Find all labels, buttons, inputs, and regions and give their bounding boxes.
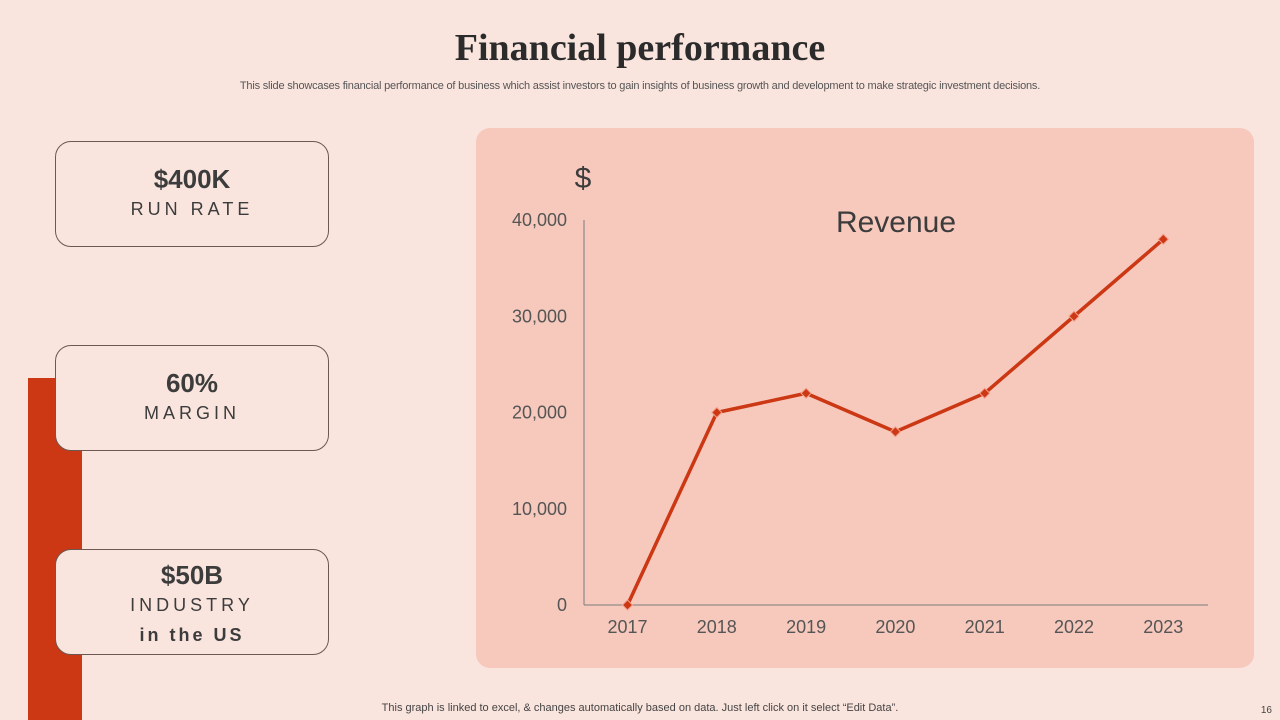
data-point[interactable] (1068, 310, 1080, 322)
chart-title: Revenue (836, 206, 956, 239)
kpi-label: MARGIN (144, 403, 240, 423)
x-tick-label: 2021 (965, 617, 1005, 637)
slide-subtitle: This slide showcases financial performan… (239, 80, 1041, 92)
kpi-value: 60% (165, 368, 219, 398)
y-tick-label: 40,000 (512, 210, 567, 230)
kpi-label: INDUSTRY (130, 595, 254, 615)
y-tick-label: 30,000 (512, 306, 567, 326)
kpi-value: $50B (160, 560, 224, 590)
x-tick-label: 2023 (1143, 617, 1183, 637)
x-tick-label: 2019 (786, 617, 826, 637)
data-point[interactable] (621, 599, 634, 611)
y-axis-label: $ (575, 162, 592, 195)
kpi-value: $400K (153, 164, 231, 194)
x-tick-label: 2022 (1054, 617, 1094, 637)
y-tick-label: 20,000 (512, 403, 567, 423)
data-point[interactable] (1157, 233, 1170, 245)
x-axis: 2017 2018 2019 2020 2021 2022 2023 (584, 604, 1208, 637)
kpi-card-margin: 60% MARGIN (55, 345, 329, 451)
kpi-card-run-rate: $400K RUN RATE (55, 141, 329, 247)
y-axis: 0 10,000 20,000 30,000 40,000 (512, 210, 585, 615)
kpi-card-industry: $50B INDUSTRY in the US (55, 549, 329, 655)
data-point[interactable] (889, 426, 902, 438)
series-revenue (621, 233, 1170, 611)
x-tick-label: 2017 (607, 617, 647, 637)
x-tick-label: 2020 (875, 617, 915, 637)
y-tick-label: 0 (557, 595, 567, 615)
page-number: 16 (1260, 705, 1272, 716)
kpi-label: RUN RATE (130, 199, 254, 219)
series-line (625, 237, 1166, 607)
slide-title: Financial performance (454, 27, 826, 69)
x-tick-label: 2018 (697, 617, 737, 637)
data-point[interactable] (711, 406, 723, 419)
chart-panel[interactable]: 0 10,000 20,000 30,000 40,000 2017 2018 2019 20… (476, 128, 1254, 668)
y-tick-label: 10,000 (512, 499, 567, 519)
footer-note: This graph is linked to excel, & changes… (381, 702, 899, 714)
data-point[interactable] (800, 387, 812, 399)
kpi-label-secondary: in the US (139, 625, 245, 645)
data-point[interactable] (978, 387, 991, 399)
